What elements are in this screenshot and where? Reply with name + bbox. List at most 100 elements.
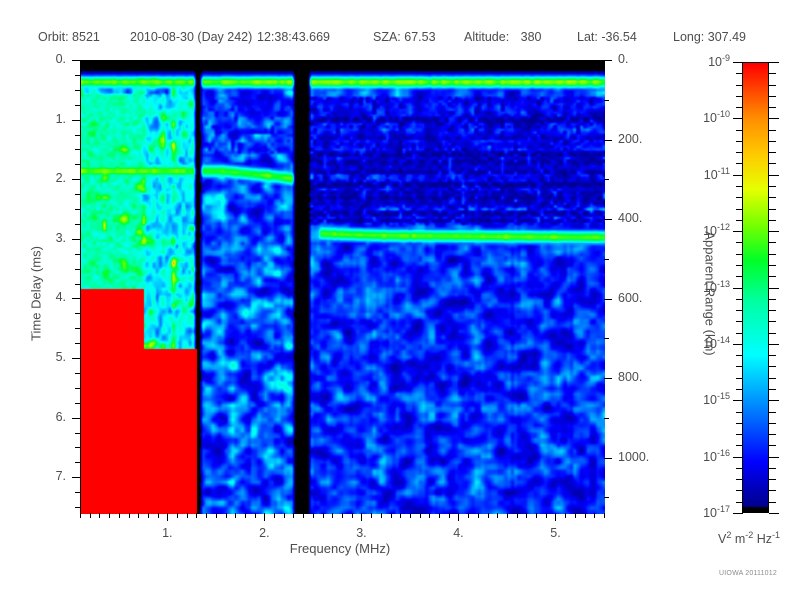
left-tick-minor (75, 328, 80, 329)
right-tick-minor (604, 338, 609, 339)
colorbar-label-mantissa: 10 (703, 506, 717, 521)
long-label: Long: (673, 30, 705, 44)
left-tick-minor (75, 388, 80, 389)
colorbar-tick-minor (736, 412, 743, 413)
colorbar-tick-minor (736, 479, 743, 480)
colorbar-tick-label: 10-11 (662, 166, 730, 182)
right-tick-major (604, 299, 612, 300)
left-tick-label: 5. (55, 350, 66, 365)
colorbar-tick-minor (769, 265, 776, 266)
left-tick-minor (75, 269, 80, 270)
colorbar-tick-minor (769, 434, 776, 435)
left-tick-minor (75, 403, 80, 404)
bottom-tick-minor (478, 513, 479, 518)
left-tick-minor (75, 105, 80, 106)
cb-unit-v: V (717, 532, 727, 547)
right-tick-minor (604, 100, 609, 101)
bottom-tick-minor (196, 513, 197, 518)
colorbar-tick-minor (769, 107, 776, 108)
colorbar-tick-major (769, 400, 779, 401)
bottom-tick-minor (138, 513, 139, 518)
sza-value: 67.53 (404, 30, 436, 44)
colorbar-tick-major (733, 118, 743, 119)
long-value: 307.49 (707, 30, 746, 44)
bottom-tick-minor (177, 513, 178, 518)
time-value: 12:38:43.669 (257, 30, 330, 44)
x-tick-label: 4. (453, 526, 464, 540)
bottom-tick-minor (129, 513, 130, 518)
bottom-tick-minor (526, 513, 527, 518)
colorbar-tick-minor (769, 490, 776, 491)
bottom-tick-minor (90, 513, 91, 518)
colorbar-label-mantissa: 10 (703, 280, 717, 295)
x-tick-label: 1. (162, 526, 173, 540)
left-tick-label: 6. (55, 409, 66, 424)
cb-unit-hz-exp: -1 (772, 530, 781, 540)
colorbar-tick-major (769, 513, 779, 514)
altitude-value: 380 (520, 30, 542, 44)
left-tick-minor (75, 90, 80, 91)
colorbar-tick-minor (769, 96, 776, 97)
right-tick-minor (604, 497, 609, 498)
colorbar-tick-minor (769, 276, 776, 277)
colorbar-tick-minor (769, 321, 776, 322)
colorbar-label-mantissa: 10 (708, 55, 722, 70)
left-tick-minor (75, 224, 80, 225)
bottom-tick-minor (284, 513, 285, 518)
colorbar-tick-major (769, 175, 779, 176)
colorbar-tick-minor (769, 186, 776, 187)
left-tick-minor (75, 373, 80, 374)
colorbar-tick-minor (769, 209, 776, 210)
colorbar-tick-label: 10-16 (662, 448, 730, 464)
long-field: Long: 307.49 (673, 30, 746, 44)
colorbar-tick-minor (769, 445, 776, 446)
colorbar-tick-minor (736, 107, 743, 108)
bottom-tick-minor (235, 513, 236, 518)
colorbar-label-exponent: -9 (721, 53, 730, 63)
bottom-tick-minor (158, 513, 159, 518)
colorbar-tick-major (733, 457, 743, 458)
colorbar-tick-major (769, 288, 779, 289)
colorbar-tick-label: 10-15 (662, 391, 730, 407)
colorbar-tick-minor (736, 276, 743, 277)
right-tick-minor (604, 259, 609, 260)
bottom-tick-minor (274, 513, 275, 518)
colorbar-tick-major (733, 344, 743, 345)
colorbar-tick-label: 10-10 (662, 109, 730, 125)
colorbar-tick-minor (736, 434, 743, 435)
left-tick-minor (75, 313, 80, 314)
colorbar-tick-minor (736, 389, 743, 390)
left-tick-major (72, 60, 80, 61)
left-tick-label: 7. (55, 469, 66, 484)
colorbar-tick-minor (736, 378, 743, 379)
cb-unit-m-exp: -2 (745, 530, 754, 540)
sza-field: SZA: 67.53 (373, 30, 436, 44)
left-tick-minor (75, 135, 80, 136)
colorbar-label-exponent: -16 (716, 447, 730, 458)
colorbar-tick-minor (769, 141, 776, 142)
bottom-tick-minor (391, 513, 392, 518)
left-tick-label: 2. (55, 171, 66, 186)
date-field: 2010-08-30 (Day 242) (130, 30, 252, 44)
colorbar-tick-minor (769, 130, 776, 131)
colorbar-tick-minor (769, 242, 776, 243)
bottom-tick-major (167, 513, 168, 521)
colorbar-tick-minor (736, 96, 743, 97)
colorbar-tick-minor (736, 299, 743, 300)
left-tick-minor (75, 433, 80, 434)
bottom-tick-minor (187, 513, 188, 518)
colorbar-tick-minor (769, 468, 776, 469)
colorbar-tick-minor (736, 321, 743, 322)
colorbar-tick-minor (736, 130, 743, 131)
left-tick-major (72, 239, 80, 240)
bottom-tick-minor (293, 513, 294, 518)
colorbar-tick-minor (736, 502, 743, 503)
colorbar-tick-label: 10-17 (662, 504, 730, 520)
colorbar-tick-major (769, 62, 779, 63)
colorbar-tick-minor (769, 85, 776, 86)
colorbar-tick-minor (736, 152, 743, 153)
bottom-tick-minor (507, 513, 508, 518)
right-tick-label: 0. (618, 52, 629, 66)
bottom-tick-minor (497, 513, 498, 518)
